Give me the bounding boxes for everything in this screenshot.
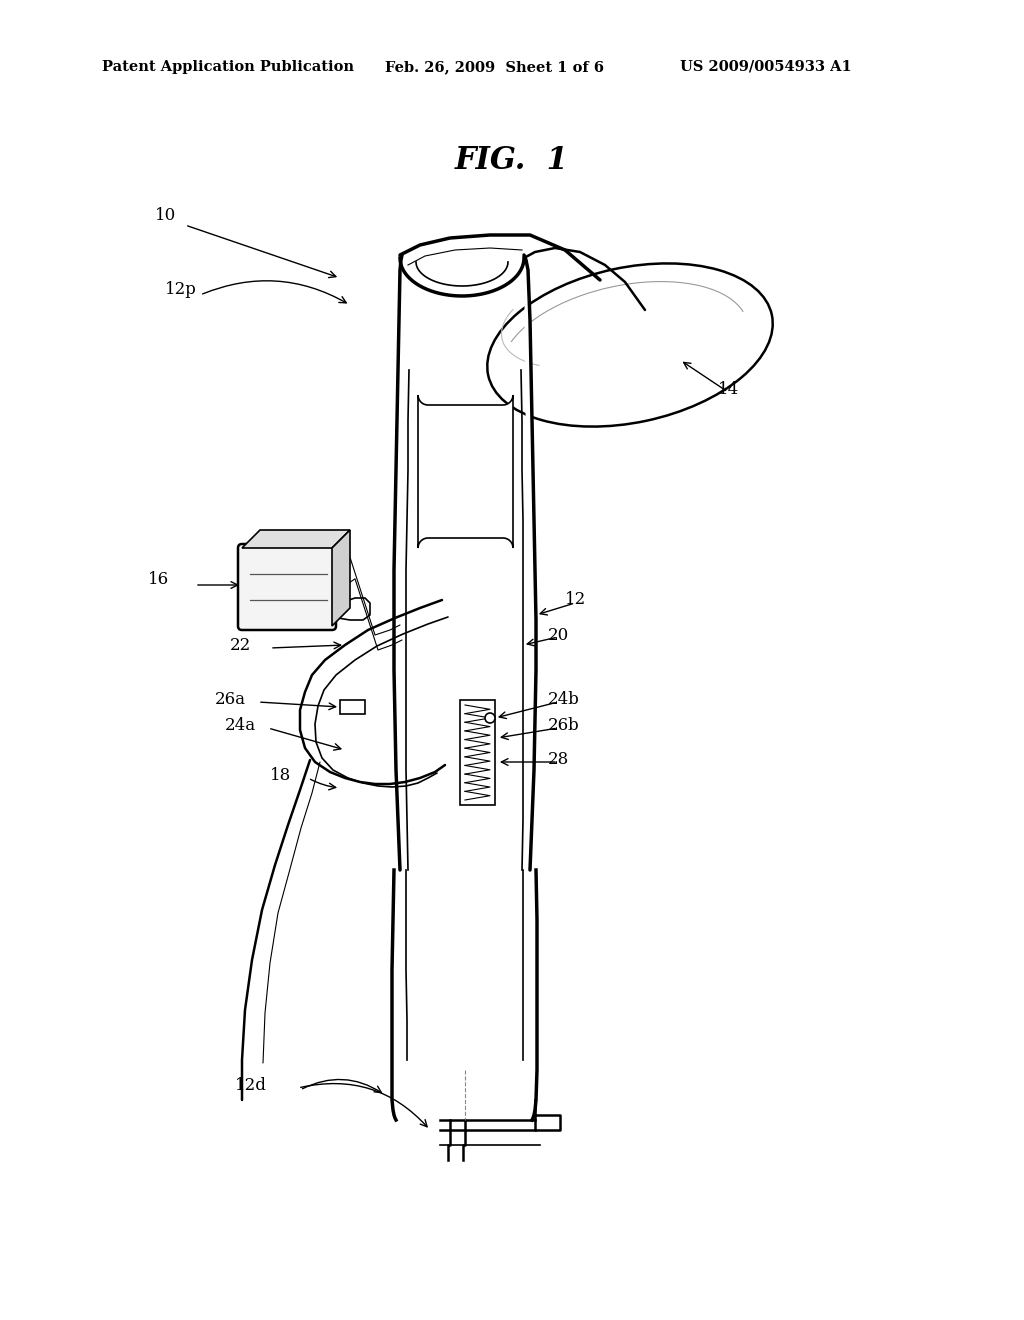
Text: 14: 14 xyxy=(718,381,739,399)
Text: Patent Application Publication: Patent Application Publication xyxy=(102,59,354,74)
Bar xyxy=(460,700,495,805)
Text: 12p: 12p xyxy=(165,281,197,298)
Ellipse shape xyxy=(487,264,773,426)
Text: 18: 18 xyxy=(270,767,291,784)
Text: 12d: 12d xyxy=(234,1077,267,1093)
Polygon shape xyxy=(418,395,513,548)
Text: 24b: 24b xyxy=(548,692,580,709)
Text: 10: 10 xyxy=(155,206,176,223)
Bar xyxy=(340,700,365,714)
Text: 26b: 26b xyxy=(548,717,580,734)
Text: 22: 22 xyxy=(230,636,251,653)
Text: 12: 12 xyxy=(565,591,587,609)
Text: FIG.  1: FIG. 1 xyxy=(455,145,569,176)
Circle shape xyxy=(485,713,495,723)
FancyBboxPatch shape xyxy=(238,544,336,630)
Text: 24a: 24a xyxy=(225,717,256,734)
Text: 20: 20 xyxy=(548,627,569,644)
Text: 16: 16 xyxy=(148,572,169,589)
Text: 28: 28 xyxy=(548,751,569,768)
Polygon shape xyxy=(394,255,536,870)
Text: Feb. 26, 2009  Sheet 1 of 6: Feb. 26, 2009 Sheet 1 of 6 xyxy=(385,59,604,74)
Polygon shape xyxy=(332,531,350,626)
Polygon shape xyxy=(242,531,350,548)
Text: US 2009/0054933 A1: US 2009/0054933 A1 xyxy=(680,59,852,74)
Text: 26a: 26a xyxy=(215,692,246,709)
